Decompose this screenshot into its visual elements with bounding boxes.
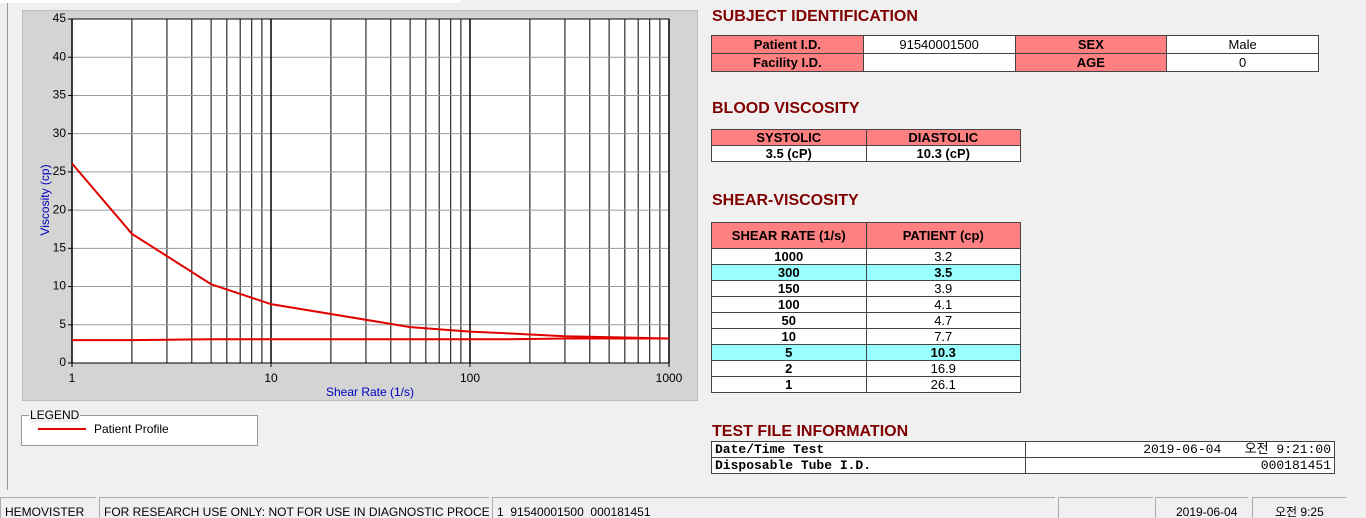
y-tick-label: 40 bbox=[53, 49, 67, 63]
table-row: 50 4.7 bbox=[711, 312, 1021, 329]
cell: 4.1 bbox=[865, 296, 1021, 313]
shear-viscosity-table: SHEAR RATE (1/s) PATIENT (cp) 1000 3.2 300 3… bbox=[711, 222, 1021, 393]
cell: 7.7 bbox=[865, 328, 1021, 345]
cell: SEX bbox=[1014, 35, 1168, 54]
y-tick-label: 35 bbox=[53, 88, 67, 102]
cell: 150 bbox=[711, 280, 867, 297]
cell: 91540001500 bbox=[862, 35, 1016, 54]
y-tick-label: 0 bbox=[59, 355, 66, 369]
y-tick-label: 30 bbox=[53, 126, 67, 140]
cell: Male bbox=[1166, 35, 1319, 54]
test-file-table: Date/Time Test 2019-06-04 오전 9:21:00 Disp… bbox=[711, 441, 1335, 474]
table-row: 300 3.5 bbox=[711, 264, 1021, 281]
y-tick-label: 45 bbox=[53, 11, 67, 25]
legend-item: Patient Profile bbox=[38, 422, 169, 436]
cell: 3.5 bbox=[865, 264, 1021, 281]
y-tick-label: 20 bbox=[53, 202, 67, 216]
cell: Date/Time Test bbox=[711, 441, 1026, 458]
y-axis-label: Viscosity (cp) bbox=[38, 164, 52, 235]
legend: LEGEND Patient Profile bbox=[21, 408, 258, 446]
table-row: 2 16.9 bbox=[711, 360, 1021, 377]
table-row: 150 3.9 bbox=[711, 280, 1021, 297]
cell: 2019-06-04 오전 9:21:00 bbox=[1025, 441, 1335, 458]
cell: 10.3 bbox=[865, 344, 1021, 361]
cell: 3.2 bbox=[865, 248, 1021, 265]
cell: SYSTOLIC bbox=[711, 129, 867, 146]
x-tick-label: 1 bbox=[69, 371, 76, 385]
chart: Shear Rate (1/s) Viscosity (cp) 0 5 10 15 20… bbox=[22, 10, 698, 401]
cell: PATIENT (cp) bbox=[865, 222, 1021, 249]
legend-title: LEGEND bbox=[29, 408, 81, 422]
legend-label: Patient Profile bbox=[94, 422, 169, 436]
status-pane: 오전 9:25 bbox=[1252, 497, 1346, 518]
data-line bbox=[72, 337, 669, 342]
cell: 0 bbox=[1166, 53, 1319, 72]
section-title: SUBJECT IDENTIFICATION bbox=[712, 8, 918, 25]
x-tick-label: 1000 bbox=[656, 371, 683, 385]
cell: 4.7 bbox=[865, 312, 1021, 329]
cell: 1 bbox=[711, 376, 867, 393]
left-border bbox=[7, 0, 8, 490]
table-row: 100 4.1 bbox=[711, 296, 1021, 313]
cell: 000181451 bbox=[1025, 457, 1335, 474]
section-title: TEST FILE INFORMATION bbox=[712, 423, 909, 440]
cell: Disposable Tube I.D. bbox=[711, 457, 1026, 474]
status-pane bbox=[1058, 497, 1153, 518]
table-row: 1 26.1 bbox=[711, 376, 1021, 393]
cell: 5 bbox=[711, 344, 867, 361]
cell: 10 bbox=[711, 328, 867, 345]
status-pane: HEMOVISTER bbox=[0, 497, 96, 518]
cell: 26.1 bbox=[865, 376, 1021, 393]
cell: DIASTOLIC bbox=[865, 129, 1021, 146]
section-title: BLOOD VISCOSITY bbox=[712, 100, 860, 117]
section-title: SHEAR-VISCOSITY bbox=[712, 192, 859, 209]
cell: SHEAR RATE (1/s) bbox=[711, 222, 867, 249]
legend-swatch bbox=[38, 428, 86, 430]
cell: Patient I.D. bbox=[711, 35, 864, 54]
y-tick-label: 10 bbox=[53, 279, 67, 293]
cell: 3.9 bbox=[865, 280, 1021, 297]
table-row: 1000 3.2 bbox=[711, 248, 1021, 265]
y-tick-label: 5 bbox=[59, 317, 66, 331]
cell: 2 bbox=[711, 360, 867, 377]
cell: 1000 bbox=[711, 248, 867, 265]
cell: 16.9 bbox=[865, 360, 1021, 377]
x-tick-label: 100 bbox=[460, 371, 480, 385]
top-strip bbox=[0, 0, 460, 3]
data-line bbox=[71, 162, 670, 340]
y-tick-label: 15 bbox=[53, 241, 67, 255]
table-row: 10 7.7 bbox=[711, 328, 1021, 345]
plot-area bbox=[72, 19, 669, 363]
cell: 3.5 (cP) bbox=[711, 145, 867, 162]
status-pane: 2019-06-04 bbox=[1155, 497, 1248, 518]
cell: 50 bbox=[711, 312, 867, 329]
subject-table: Patient I.D. 91540001500 SEX Male Facility … bbox=[711, 35, 1319, 72]
cell: AGE bbox=[1014, 53, 1168, 72]
cell: 300 bbox=[711, 264, 867, 281]
x-tick-label: 10 bbox=[264, 371, 278, 385]
cell: 100 bbox=[711, 296, 867, 313]
y-tick-label: 25 bbox=[53, 164, 67, 178]
blood-viscosity-table: SYSTOLIC DIASTOLIC 3.5 (cP) 10.3 (cP) bbox=[711, 129, 1021, 162]
plot-frame bbox=[71, 18, 670, 364]
cell bbox=[862, 53, 1016, 72]
table-row: 5 10.3 bbox=[711, 344, 1021, 361]
status-pane: 1 91540001500 000181451 bbox=[492, 497, 1055, 518]
status-pane: FOR RESEARCH USE ONLY: NOT FOR USE IN DI… bbox=[99, 497, 489, 518]
x-axis-label: Shear Rate (1/s) bbox=[326, 385, 414, 399]
cell: Facility I.D. bbox=[711, 53, 864, 72]
cell: 10.3 (cP) bbox=[865, 145, 1021, 162]
